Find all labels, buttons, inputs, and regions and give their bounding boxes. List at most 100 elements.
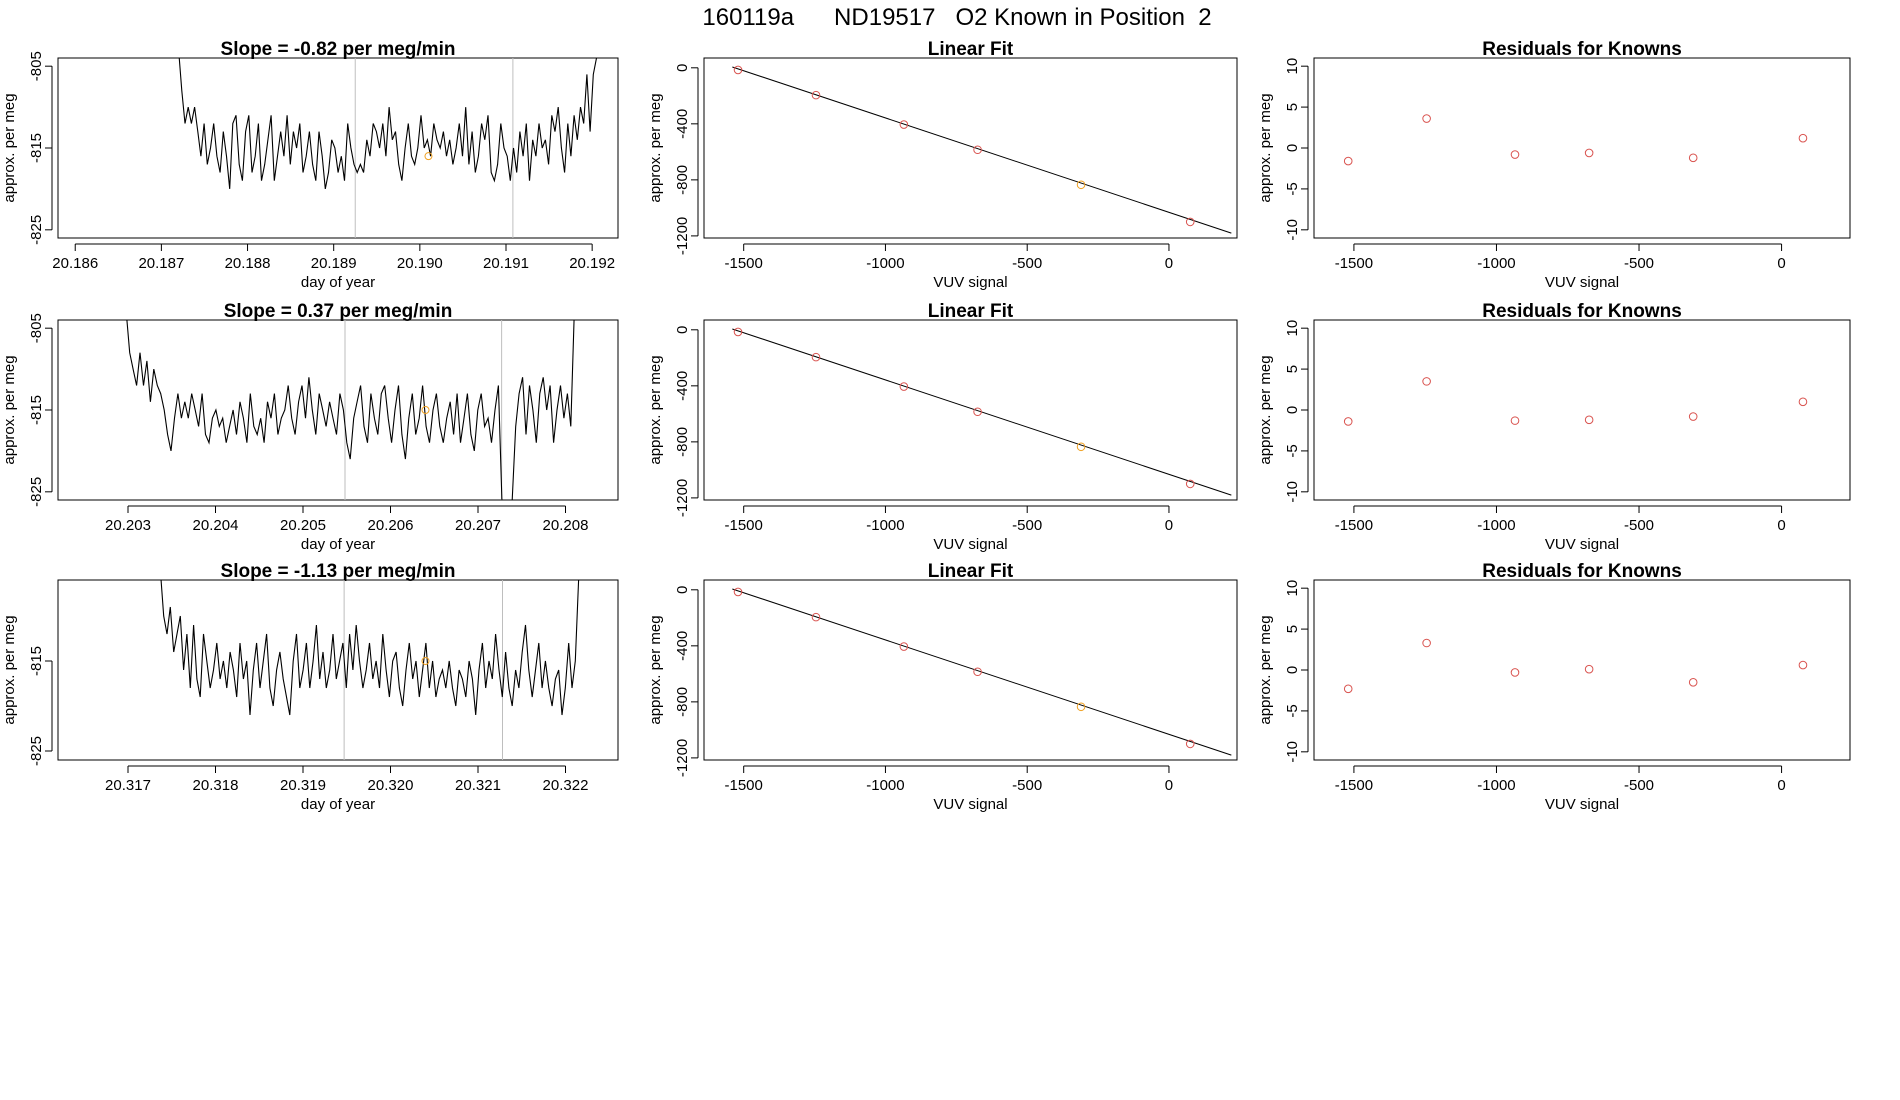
panel-title: Residuals for Knowns [1482, 39, 1682, 60]
highlight-point [421, 406, 430, 414]
data-point [1343, 156, 1353, 166]
x-tick-label: -1500 [1335, 255, 1373, 272]
plot-frame [1313, 57, 1851, 239]
x-tick-label: -500 [1012, 255, 1042, 272]
y-axis-label: approx. per meg [1, 355, 18, 464]
y-tick-label: -10 [1284, 481, 1301, 503]
y-tick-label: -5 [1284, 704, 1301, 717]
y-tick-label: 0 [1284, 406, 1301, 414]
x-tick-label: -500 [1012, 517, 1042, 534]
y-axis: 10 5 0 -5 -10 [1284, 58, 1309, 241]
data-series-line [126, 320, 575, 500]
data-point [1422, 377, 1431, 386]
x-tick-label: -1000 [1477, 777, 1515, 794]
x-tick-label: 20.320 [368, 777, 414, 794]
plot-area [160, 580, 580, 760]
x-axis: -1500 -1000 -500 0 [725, 505, 1173, 534]
x-tick-label: 20.189 [311, 255, 357, 272]
panel-title: Linear Fit [928, 561, 1014, 582]
panel-title: Linear Fit [928, 301, 1014, 322]
x-tick-label: -500 [1624, 255, 1654, 272]
y-tick-label: 10 [1284, 58, 1301, 75]
data-point [1422, 638, 1431, 648]
data-point [811, 612, 821, 622]
data-series-line [160, 580, 580, 716]
x-tick-label: 20.203 [105, 517, 151, 534]
y-tick-label: -805 [28, 313, 45, 343]
plot-area [126, 320, 575, 500]
x-tick-label: -1500 [1335, 517, 1373, 534]
x-tick-label: 0 [1165, 777, 1173, 794]
highlight-point [424, 152, 433, 161]
x-tick-label: 20.204 [193, 517, 239, 534]
panel-8: Linear Fit -1500 -1000 -500 0 VUV signal 0 -400… [647, 561, 1238, 813]
x-axis-label: VUV signal [1545, 274, 1619, 291]
y-axis-label: approx. per meg [1, 615, 18, 724]
data-point [733, 65, 743, 75]
highlight-point [421, 657, 430, 665]
data-point [1798, 397, 1808, 407]
y-tick-label: 10 [1284, 580, 1301, 597]
y-tick-label: 0 [1284, 144, 1301, 152]
plot-frame [57, 57, 619, 239]
x-tick-label: -1500 [725, 255, 763, 272]
y-axis: 10 5 0 -5 -10 [1284, 320, 1309, 503]
y-tick-label: -800 [674, 687, 691, 717]
plot-area [1343, 377, 1808, 426]
y-axis: 0 -400 -800 -1200 [674, 64, 699, 255]
x-tick-label: -1000 [1477, 517, 1515, 534]
y-tick-label: -800 [674, 165, 691, 195]
data-point [1584, 148, 1594, 158]
x-tick-label: 20.207 [455, 517, 501, 534]
x-axis: -1500 -1000 -500 0 [1335, 505, 1786, 534]
x-axis-label: day of year [301, 536, 375, 553]
data-point [973, 145, 982, 155]
y-tick-label: 0 [1284, 666, 1301, 674]
plot-frame [1313, 579, 1851, 761]
data-point [899, 120, 909, 129]
plot-area [732, 65, 1232, 234]
y-tick-label: -400 [674, 109, 691, 139]
data-point [1688, 677, 1698, 687]
plot-frame [1313, 319, 1851, 501]
y-tick-label: 0 [674, 64, 691, 72]
panel-title: Slope = -0.82 per meg/min [221, 39, 456, 60]
plot-frame [57, 319, 619, 501]
plot-frame [703, 579, 1238, 761]
data-point [1798, 133, 1808, 143]
y-tick-label: -825 [28, 736, 45, 766]
x-tick-label: 20.192 [569, 255, 615, 272]
y-axis-label: approx. per meg [647, 615, 664, 724]
y-axis-label: approx. per meg [647, 355, 664, 464]
data-point [1076, 180, 1086, 190]
x-tick-label: 0 [1777, 777, 1785, 794]
x-tick-label: -500 [1624, 517, 1654, 534]
x-tick-label: 20.318 [193, 777, 239, 794]
x-tick-label: 20.191 [483, 255, 529, 272]
panel-2: Linear Fit -1500 -1000 -500 0 VUV signal 0 -400… [647, 39, 1238, 291]
x-tick-label: 20.205 [280, 517, 326, 534]
plot-frame [703, 57, 1238, 239]
x-tick-label: 20.188 [225, 255, 271, 272]
y-tick-label: -1200 [674, 479, 691, 517]
plot-frame [703, 319, 1238, 501]
x-axis: 20.203 20.204 20.205 20.206 20.207 20.208 [105, 505, 588, 534]
data-point [733, 327, 743, 337]
y-axis-label: approx. per meg [1257, 615, 1274, 724]
y-tick-label: -10 [1284, 219, 1301, 241]
y-tick-label: 0 [674, 586, 691, 594]
x-tick-label: 20.190 [397, 255, 443, 272]
x-tick-label: 20.186 [52, 255, 98, 272]
y-axis-label: approx. per meg [647, 93, 664, 202]
x-axis: 20.186 20.187 20.188 20.189 20.190 20.191 20.1… [52, 243, 615, 272]
panel-6: Residuals for Knowns -1500 -1000 -500 0 VUV s… [1257, 301, 1851, 553]
x-tick-label: -1000 [866, 255, 904, 272]
panel-3: Residuals for Knowns -1500 -1000 -500 0 VUV s… [1257, 39, 1851, 291]
y-tick-label: 10 [1284, 320, 1301, 337]
x-tick-label: -1000 [866, 777, 904, 794]
data-point [1510, 416, 1520, 425]
plot-area [1343, 114, 1808, 166]
y-axis: 10 5 0 -5 -10 [1284, 580, 1309, 763]
x-tick-label: 20.321 [455, 777, 501, 794]
